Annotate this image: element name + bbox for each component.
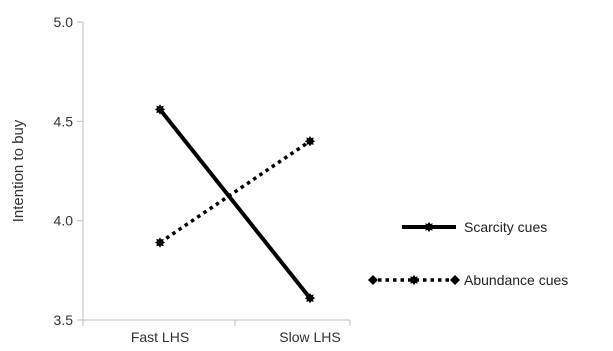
- legend-entry: Abundance cues: [368, 272, 568, 288]
- data-point: [423, 221, 435, 233]
- x-axis: Fast LHS Slow LHS: [82, 319, 351, 345]
- legend-label: Abundance cues: [464, 272, 568, 288]
- y-tick-label: 4.5: [54, 113, 74, 129]
- data-point: [154, 104, 166, 115]
- y-tick-label: 3.5: [54, 312, 74, 328]
- data-point: [408, 274, 420, 286]
- data-point: [304, 136, 316, 147]
- series-layer: [154, 104, 316, 304]
- series-line: [158, 108, 312, 300]
- series-scarcity-cues: [154, 104, 316, 304]
- x-tick-label: Fast LHS: [131, 329, 189, 345]
- y-axis-title: Intention to buy: [10, 119, 27, 222]
- y-tick-label: 5.0: [54, 14, 74, 30]
- legend-diamond-marker: [450, 275, 460, 285]
- data-point: [304, 292, 316, 304]
- legend-entry: Scarcity cues: [402, 219, 547, 235]
- data-point: [154, 237, 166, 248]
- legend-diamond-marker: [368, 275, 378, 285]
- legend-label: Scarcity cues: [464, 219, 547, 235]
- y-axis: 3.5 4.0 4.5 5.0: [54, 14, 84, 328]
- series-line: [159, 139, 311, 244]
- x-tick-label: Slow LHS: [279, 329, 340, 345]
- legend: Scarcity cues Abundance cues: [368, 219, 568, 288]
- y-tick-label: 4.0: [54, 213, 74, 229]
- series-abundance-cues: [154, 136, 316, 248]
